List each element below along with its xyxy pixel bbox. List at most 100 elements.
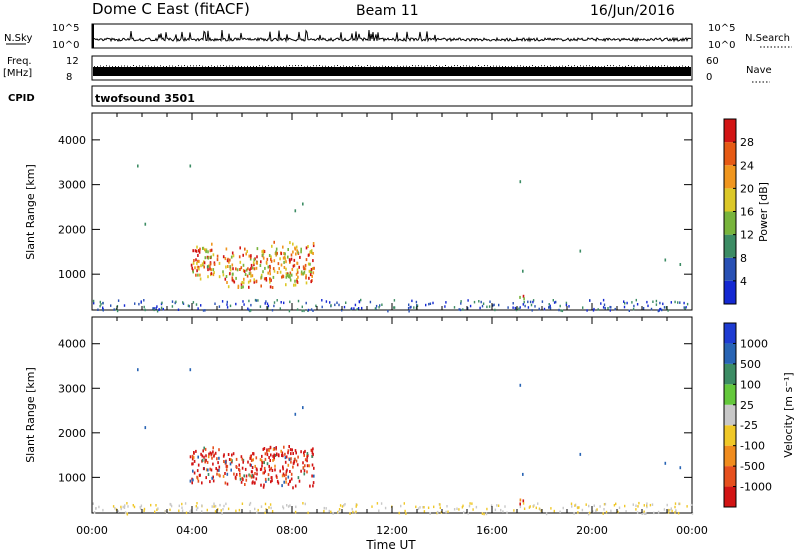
data-cell bbox=[211, 476, 213, 480]
ground-scatter-cell bbox=[188, 304, 190, 308]
data-cell bbox=[238, 463, 240, 467]
colorbar-tick-label: -500 bbox=[740, 460, 765, 473]
data-cell bbox=[210, 255, 212, 259]
ground-scatter-cell bbox=[578, 506, 580, 509]
nave-point bbox=[211, 65, 212, 67]
time-tick-label: 08:00 bbox=[276, 524, 308, 537]
ground-scatter-cell bbox=[229, 304, 232, 308]
data-cell bbox=[237, 286, 240, 289]
data-cell bbox=[203, 446, 205, 450]
ground-scatter-cell bbox=[602, 512, 604, 515]
isolated-cell bbox=[519, 383, 522, 387]
data-cell bbox=[197, 273, 199, 277]
data-cell bbox=[309, 273, 312, 277]
data-cell bbox=[283, 480, 285, 484]
ground-scatter-cell bbox=[603, 503, 606, 506]
velocity-panel: 1000 2000 3000 4000 Slant Range [km] 1000 50… bbox=[24, 316, 795, 516]
data-cell bbox=[266, 257, 269, 261]
ground-scatter-cell bbox=[422, 506, 424, 509]
data-cell bbox=[222, 273, 225, 277]
nave-point bbox=[658, 65, 659, 67]
ground-scatter-cell bbox=[175, 300, 177, 304]
ground-scatter-cell bbox=[549, 306, 552, 310]
ground-scatter-cell bbox=[384, 506, 387, 510]
ground-scatter-cell bbox=[140, 300, 142, 303]
data-cell bbox=[268, 468, 271, 472]
ground-scatter-cell bbox=[659, 307, 662, 311]
ground-scatter-cell bbox=[593, 307, 595, 311]
ground-scatter-cell bbox=[352, 510, 354, 514]
ground-scatter-cell bbox=[264, 502, 267, 506]
ground-scatter-cell bbox=[651, 503, 654, 506]
ground-scatter-cell bbox=[265, 300, 267, 303]
ground-scatter-cell bbox=[181, 506, 183, 509]
y-tick-label: 4000 bbox=[58, 338, 86, 351]
data-cell bbox=[201, 458, 204, 462]
ground-scatter-cell bbox=[447, 510, 449, 513]
data-cell bbox=[304, 449, 306, 453]
isolated-cell bbox=[664, 461, 667, 465]
data-cell bbox=[204, 256, 207, 260]
data-cell bbox=[201, 262, 204, 266]
data-cell bbox=[198, 473, 201, 477]
data-cell bbox=[252, 452, 255, 456]
ground-scatter-cell bbox=[181, 509, 184, 512]
data-cell bbox=[209, 480, 211, 484]
data-cell bbox=[255, 456, 258, 460]
data-cell bbox=[226, 482, 229, 486]
ground-scatter-cell bbox=[220, 509, 222, 512]
ground-scatter-cell bbox=[92, 502, 94, 505]
nave-point bbox=[490, 65, 491, 67]
ground-scatter-cell bbox=[577, 506, 579, 510]
ground-scatter-cell bbox=[378, 306, 380, 309]
nave-point bbox=[415, 65, 416, 67]
data-cell bbox=[269, 285, 272, 289]
nave-point bbox=[637, 66, 638, 68]
nave-point bbox=[418, 65, 419, 67]
ground-scatter-cell bbox=[222, 508, 224, 511]
nave-point bbox=[562, 65, 563, 67]
data-cell bbox=[243, 277, 245, 281]
nave-point bbox=[334, 65, 335, 67]
ground-scatter-cell bbox=[132, 504, 134, 507]
ground-scatter-cell bbox=[126, 513, 129, 516]
data-cell bbox=[269, 266, 271, 270]
ground-scatter-cell bbox=[325, 300, 328, 303]
velocity-colorbar-label: Velocity [m s⁻¹] bbox=[782, 372, 795, 457]
data-cell bbox=[202, 467, 205, 471]
velocity-axis-ticks: 1000 2000 3000 4000 bbox=[58, 317, 693, 513]
ground-scatter-cell bbox=[294, 510, 297, 514]
data-cell bbox=[312, 484, 314, 488]
data-cell bbox=[214, 451, 217, 455]
ground-scatter-cell bbox=[143, 299, 145, 302]
ground-scatter-cell bbox=[99, 300, 101, 304]
ground-scatter-cell bbox=[124, 511, 127, 514]
ground-scatter-cell bbox=[280, 301, 282, 304]
ground-scatter-cell bbox=[614, 307, 616, 311]
nave-point bbox=[667, 65, 668, 67]
ground-scatter-cell bbox=[249, 510, 251, 513]
data-cell bbox=[302, 461, 304, 465]
ground-scatter-cell bbox=[243, 303, 245, 306]
nave-point bbox=[676, 66, 677, 68]
ground-scatter-cell bbox=[98, 505, 100, 509]
ground-scatter-cell bbox=[638, 501, 640, 505]
ground-scatter-cell bbox=[552, 299, 554, 302]
ground-scatter-cell bbox=[235, 509, 237, 513]
data-cell bbox=[248, 254, 251, 258]
ground-scatter-cell bbox=[642, 307, 645, 310]
data-cell bbox=[302, 272, 304, 276]
power-data-marks bbox=[92, 164, 689, 313]
data-cell bbox=[263, 250, 266, 253]
nave-point bbox=[652, 66, 653, 68]
ground-scatter-cell bbox=[221, 512, 223, 515]
data-cell bbox=[288, 458, 291, 462]
ground-scatter-cell bbox=[502, 510, 504, 513]
data-cell bbox=[252, 458, 254, 462]
nave-point bbox=[403, 65, 404, 67]
nave-point bbox=[565, 65, 566, 67]
data-cell bbox=[295, 459, 298, 463]
ground-scatter-cell bbox=[636, 303, 639, 306]
ground-scatter-cell bbox=[478, 300, 480, 303]
data-cell bbox=[300, 469, 302, 473]
